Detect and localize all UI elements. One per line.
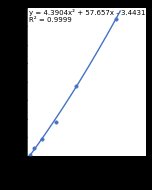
Text: y = 4.3904x² + 57.657x - 3.4431
R² = 0.9999: y = 4.3904x² + 57.657x - 3.4431 R² = 0.9… xyxy=(29,10,146,23)
Y-axis label: concentration (pg/ml): concentration (pg/ml) xyxy=(0,36,6,127)
X-axis label: OD: OD xyxy=(80,170,93,179)
